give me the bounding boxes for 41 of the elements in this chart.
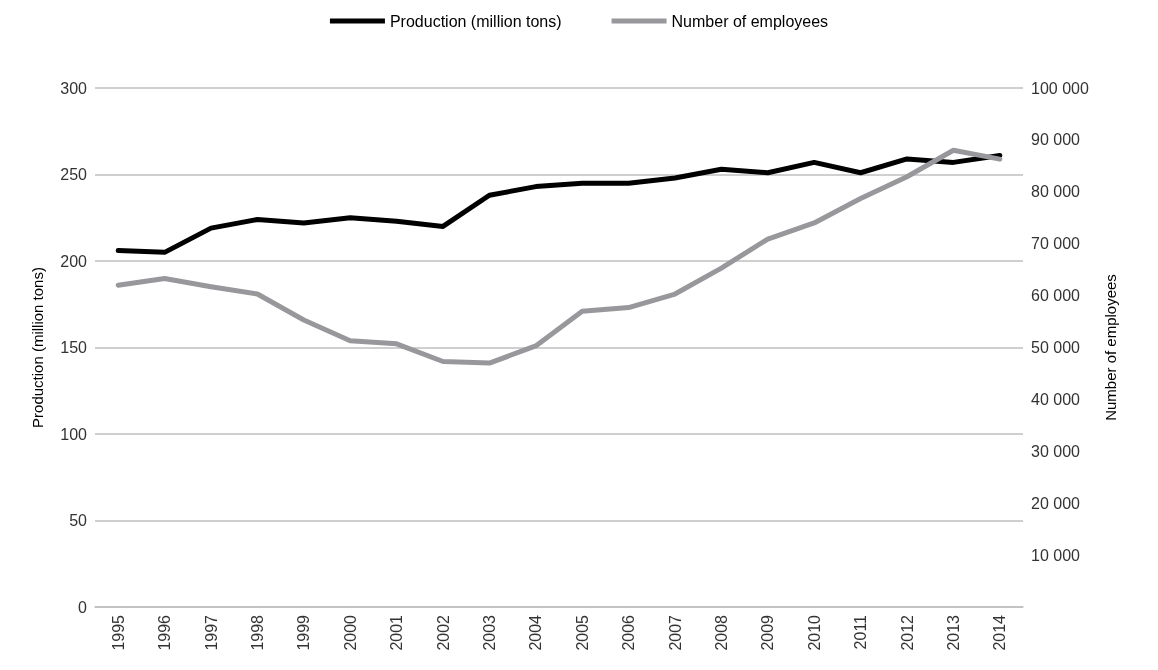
y2-tick-label: 50 000 [1031,339,1081,356]
x-tick-label: 2009 [759,614,777,651]
y-tick-label: 100 [60,425,88,443]
x-tick-label: 2008 [712,614,730,651]
y-tick-label: 300 [60,79,88,97]
x-tick-label: 2014 [991,614,1009,651]
y-tick-label: 250 [60,166,88,183]
y2-tick-label: 30 000 [1031,442,1081,460]
x-tick-label: 2011 [852,614,870,650]
y-axis-title: Production (million tons) [29,267,46,428]
y2-tick-label: 100 000 [1031,79,1089,97]
y2-tick-label: 70 000 [1031,235,1081,253]
y2-tick-label: 90 000 [1031,131,1081,149]
legend-label: Number of employees [671,12,829,30]
y-tick-label: 150 [60,339,88,356]
y2-axis-title: Number of employees [1102,274,1119,421]
x-tick-label: 2007 [666,614,684,651]
x-tick-label: 2003 [480,614,498,651]
y-tick-label: 50 [69,512,88,529]
y-tick-label: 0 [78,598,88,616]
x-tick-label: 2002 [434,614,452,651]
y-tick-label: 200 [60,252,88,270]
x-tick-label: 1998 [248,614,266,651]
x-tick-label: 1997 [202,614,220,651]
y2-tick-label: 20 000 [1031,494,1081,512]
y2-tick-label: 60 000 [1031,287,1081,305]
x-tick-label: 2001 [388,614,406,651]
x-tick-label: 2012 [898,614,916,651]
x-tick-label: 1995 [109,614,127,651]
x-tick-label: 2000 [341,614,359,651]
x-tick-label: 2005 [573,614,591,651]
legend-label: Production (million tons) [389,12,562,30]
x-tick-label: 2006 [620,614,638,651]
y2-tick-label: 80 000 [1031,183,1081,201]
x-tick-label: 2013 [944,614,962,651]
y2-tick-label: 40 000 [1031,390,1081,408]
x-tick-label: 2010 [805,614,823,651]
x-tick-label: 2004 [527,614,545,651]
y2-tick-label: 10 000 [1031,546,1081,564]
x-tick-label: 1999 [295,614,313,651]
x-tick-label: 1996 [156,614,174,651]
